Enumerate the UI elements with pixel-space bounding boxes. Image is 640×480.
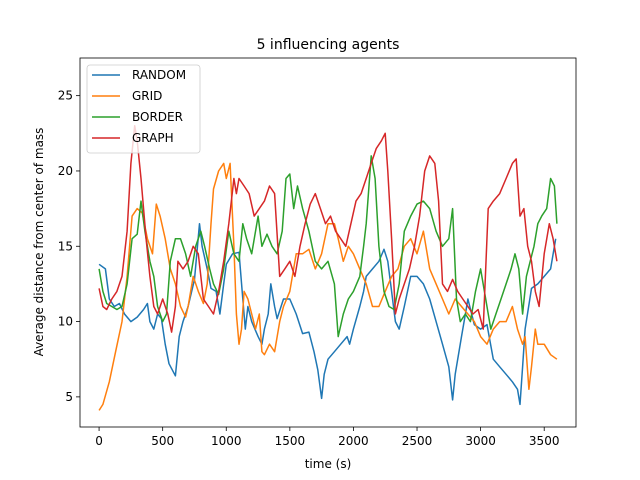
- legend-label-random: RANDOM: [132, 68, 186, 82]
- y-tick-label: 20: [58, 164, 73, 178]
- legend-label-graph: GRAPH: [132, 131, 174, 145]
- y-axis-ticks: 5 10 15 20 25: [58, 89, 80, 404]
- series-line-grid: [98, 162, 558, 411]
- x-tick-label: 2000: [338, 434, 369, 448]
- x-axis-label: time (s): [305, 457, 352, 471]
- x-tick-label: 2500: [402, 434, 433, 448]
- series-line-border: [98, 155, 558, 338]
- x-axis-ticks: 0 500 1000 1500 2000 2500 3000 3500: [95, 427, 559, 448]
- legend-label-border: BORDER: [132, 110, 183, 124]
- y-tick-label: 25: [58, 89, 73, 103]
- x-tick-label: 3000: [465, 434, 496, 448]
- series-line-graph: [98, 125, 558, 333]
- legend: RANDOM GRID BORDER GRAPH: [86, 64, 201, 154]
- x-tick-label: 0: [95, 434, 103, 448]
- plot-frame: [79, 57, 577, 428]
- y-tick-label: 15: [58, 239, 73, 253]
- legend-label-grid: GRID: [132, 89, 162, 103]
- y-axis-label: Average distance from center of mass: [32, 128, 46, 357]
- series-line-random: [98, 222, 557, 406]
- x-tick-label: 500: [151, 434, 174, 448]
- y-tick-label: 5: [65, 390, 73, 404]
- x-tick-label: 1500: [275, 434, 306, 448]
- series-layer: [98, 125, 558, 411]
- x-tick-label: 3500: [529, 434, 560, 448]
- chart-title: 5 influencing agents: [257, 37, 400, 53]
- x-tick-label: 1000: [211, 434, 242, 448]
- legend-box: [86, 64, 201, 154]
- y-tick-label: 10: [58, 315, 73, 329]
